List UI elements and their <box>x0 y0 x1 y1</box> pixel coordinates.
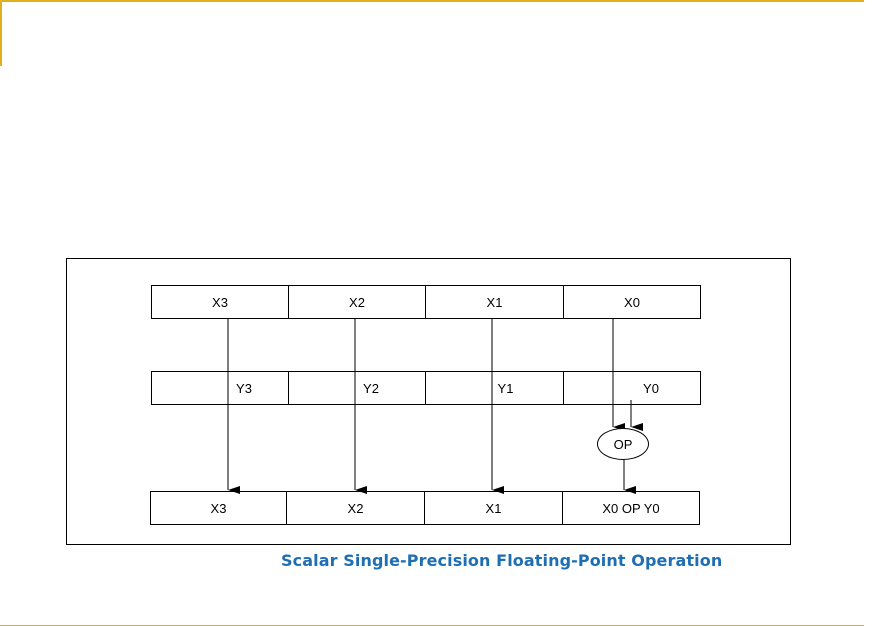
diagram-caption: Scalar Single-Precision Floating-Point O… <box>281 551 723 570</box>
second-cell-y0: Y0 <box>564 371 701 405</box>
second-register: Y3 Y2 Y1 Y0 <box>151 371 701 405</box>
second-cell-y1: Y1 <box>426 371 564 405</box>
source-cell-x1: X1 <box>426 285 564 319</box>
op-node: OP <box>597 428 649 460</box>
diagram-frame <box>66 258 791 545</box>
second-cell-y3: Y3 <box>151 371 289 405</box>
left-rule <box>0 0 2 66</box>
source-register: X3 X2 X1 X0 <box>151 285 701 319</box>
second-cell-y2: Y2 <box>289 371 426 405</box>
source-cell-x3: X3 <box>151 285 289 319</box>
source-cell-x2: X2 <box>289 285 426 319</box>
result-cell-x3: X3 <box>150 491 287 525</box>
top-rule <box>0 0 864 2</box>
source-cell-x0: X0 <box>564 285 701 319</box>
